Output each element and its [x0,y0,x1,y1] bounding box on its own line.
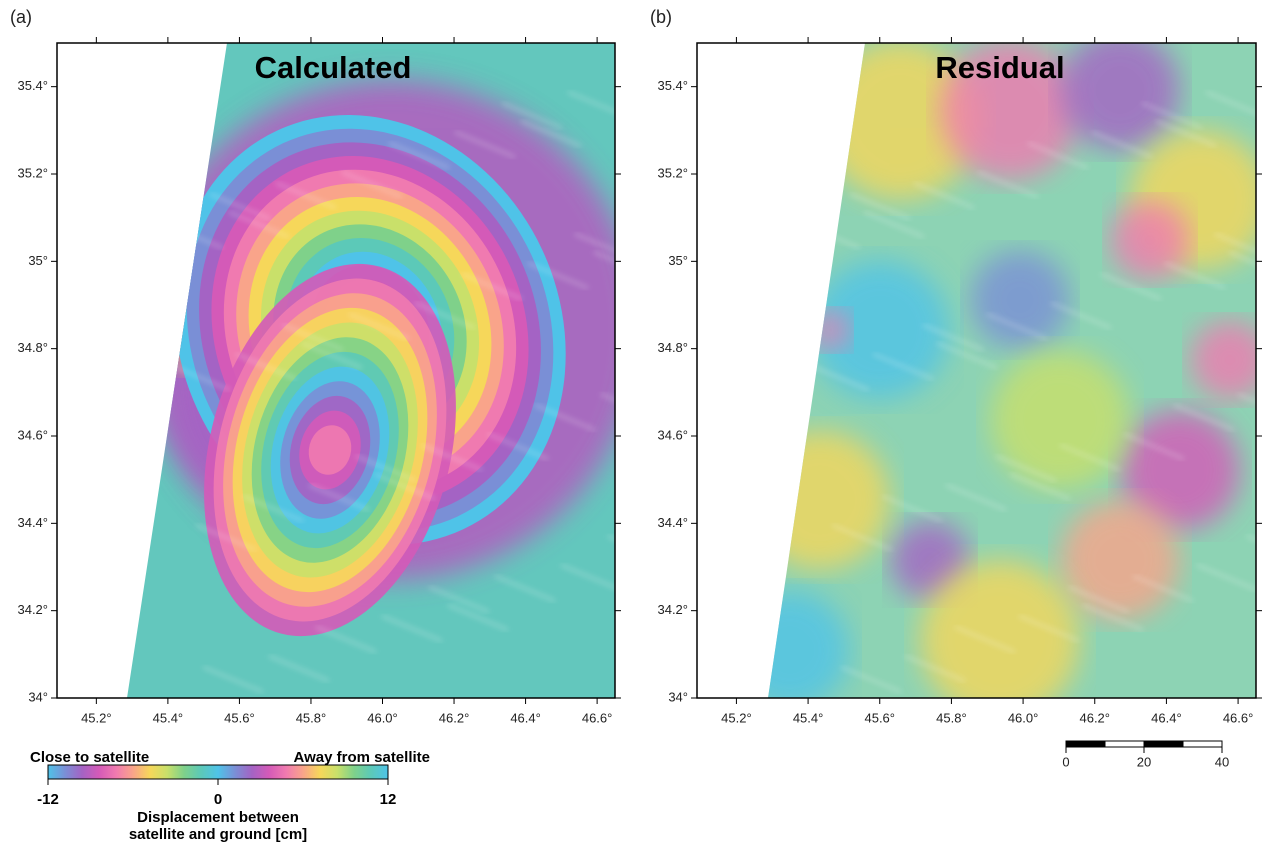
colorbar-title: Displacement between [137,809,299,826]
residual-patch [1190,320,1270,400]
relief [156,81,216,106]
scale-tick-label: 0 [1062,754,1069,769]
y-tick-label: 34.6° [17,427,48,442]
y-tick-label: 35.2° [17,165,48,180]
x-tick-label: 45.2° [81,710,112,725]
y-tick-label: 34.4° [657,515,688,530]
panel-label: (b) [650,7,672,27]
y-tick-label: 35° [668,253,688,268]
residual-patch [730,590,850,710]
x-tick-label: 45.4° [153,710,184,725]
scale-segment [1183,741,1222,747]
x-tick-label: 46.2° [439,710,470,725]
y-tick-label: 35° [28,253,48,268]
scale-segment [1144,741,1183,747]
relief [791,81,851,106]
relief [137,63,197,88]
colorbar-right-label: Away from satellite [294,749,430,766]
residual-patch [1060,500,1180,620]
x-tick-label: 46.0° [367,710,398,725]
residual-patch [810,310,850,350]
residual-patch [970,250,1070,350]
x-tick-label: 46.6° [1223,710,1254,725]
relief [608,536,668,561]
x-tick-label: 45.6° [224,710,255,725]
x-tick-label: 46.2° [1079,710,1110,725]
y-tick-label: 34° [668,689,688,704]
colorbar [48,765,388,779]
colorbar-left-label: Close to satellite [30,749,149,766]
relief [777,63,837,88]
colorbar-title: satellite and ground [cm] [129,826,307,843]
y-tick-label: 35.2° [657,165,688,180]
residual-patch [1060,30,1180,150]
y-tick-label: 34.2° [17,602,48,617]
scale-tick-label: 40 [1215,754,1229,769]
y-tick-label: 34.4° [17,515,48,530]
scale-segment [1105,741,1144,747]
y-tick-label: 35.4° [17,78,48,93]
x-tick-label: 45.8° [936,710,967,725]
x-tick-label: 46.0° [1008,710,1039,725]
y-tick-label: 34.6° [657,427,688,442]
x-tick-label: 46.4° [510,710,541,725]
x-tick-label: 45.2° [721,710,752,725]
y-tick-label: 35.4° [657,78,688,93]
y-tick-label: 34.2° [657,602,688,617]
residual-patch [990,350,1130,490]
x-tick-label: 45.8° [296,710,327,725]
map-image [697,30,1271,720]
colorbar-tick-label: 0 [214,791,222,808]
x-tick-label: 46.4° [1151,710,1182,725]
x-tick-label: 45.4° [793,710,824,725]
y-tick-label: 34.8° [657,340,688,355]
panel-label: (a) [10,7,32,27]
panel-title: Calculated [255,50,412,85]
x-tick-label: 45.6° [864,710,895,725]
colorbar-tick-label: -12 [37,791,59,808]
y-tick-label: 34.8° [17,340,48,355]
panel-title: Residual [935,50,1064,85]
map-image [57,43,668,698]
colorbar-tick-label: 12 [380,791,397,808]
scale-tick-label: 20 [1137,754,1151,769]
x-tick-label: 46.6° [582,710,613,725]
y-tick-label: 34° [28,689,48,704]
scale-segment [1066,741,1105,747]
figure: (a) Calculated 45.2° 45.4° 45.6° 45.8° 46.0° 46… [0,0,1271,850]
residual-patch [920,560,1080,720]
residual-patch [750,430,890,570]
